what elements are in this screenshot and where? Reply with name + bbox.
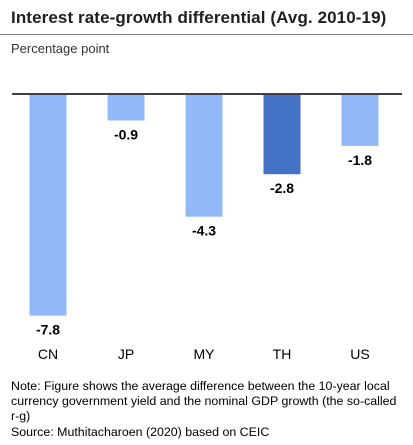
data-label-my: -4.3 bbox=[192, 223, 216, 239]
data-label-us: -1.8 bbox=[348, 152, 372, 168]
chart-note: Note: Figure shows the average differenc… bbox=[11, 379, 397, 423]
unit-label: Percentage point bbox=[11, 41, 110, 56]
category-label-us: US bbox=[350, 346, 369, 362]
category-label-cn: CN bbox=[38, 346, 58, 362]
data-label-jp: -0.9 bbox=[114, 127, 138, 143]
chart-title: Interest rate-growth differential (Avg. … bbox=[11, 8, 387, 27]
bar-us bbox=[341, 95, 379, 146]
category-label-jp: JP bbox=[118, 346, 134, 362]
data-label-cn: -7.8 bbox=[36, 322, 60, 338]
bar-th bbox=[263, 95, 301, 175]
category-label-th: TH bbox=[273, 346, 292, 362]
data-label-th: -2.8 bbox=[270, 180, 294, 196]
bar-chart: -7.8 CN -0.9 JP -4.3 MY -2.8 TH -1.8 US bbox=[12, 93, 402, 362]
chart-source: Source: Muthitacharoen (2020) based on C… bbox=[11, 425, 270, 439]
bar-cn bbox=[29, 95, 67, 316]
bar-my bbox=[185, 95, 223, 217]
bar-jp bbox=[107, 95, 145, 121]
title-divider bbox=[0, 34, 413, 35]
category-label-my: MY bbox=[194, 346, 216, 362]
